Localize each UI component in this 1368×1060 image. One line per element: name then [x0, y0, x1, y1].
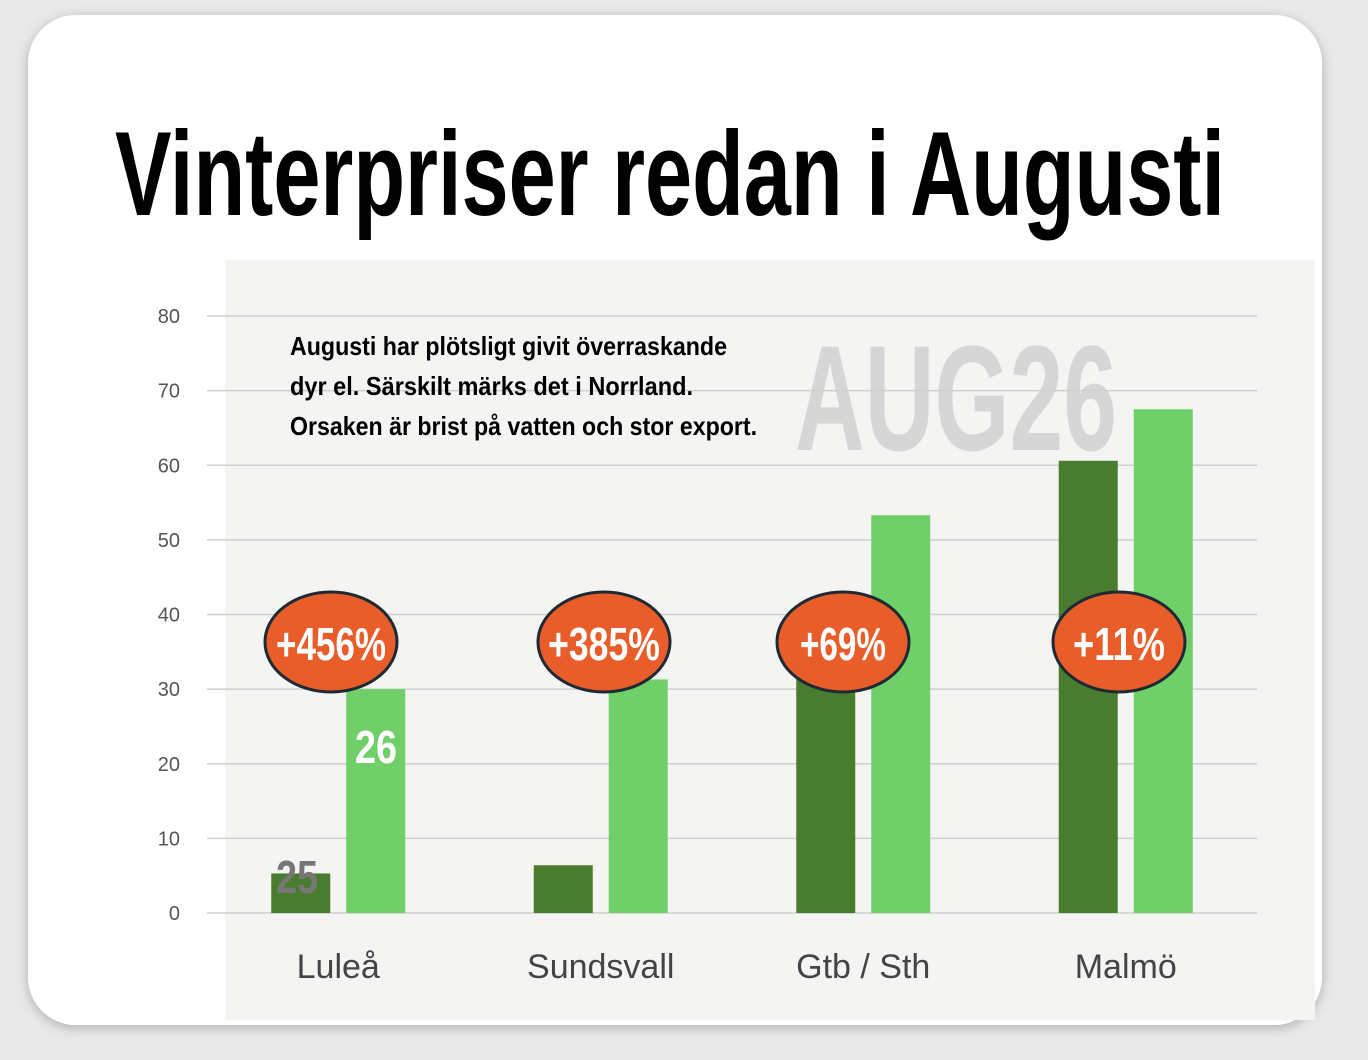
- badge: [263, 590, 399, 694]
- y-tick-label: 40: [158, 605, 180, 627]
- y-tick-label: 80: [158, 306, 180, 328]
- y-tick-label: 20: [158, 754, 180, 776]
- bar: [533, 865, 593, 913]
- badge: [775, 590, 911, 694]
- y-tick-label: 0: [169, 903, 180, 925]
- watermark: AUG26: [795, 314, 1117, 482]
- y-tick-label: 70: [158, 381, 180, 403]
- note: Augusti har plötsligt givit överraskande: [290, 331, 727, 361]
- badge: [1051, 590, 1187, 694]
- note: dyr el. Särskilt märks det i Norrland.: [290, 371, 693, 401]
- x-tick-label: Malmö: [1075, 948, 1177, 986]
- note: Orsaken är brist på vatten och stor expo…: [290, 411, 757, 441]
- bar: [346, 689, 406, 913]
- x-tick-label: Sundsvall: [527, 948, 674, 986]
- bar: [608, 679, 668, 913]
- badge-label: +11%: [1073, 618, 1165, 670]
- badge: [536, 590, 672, 694]
- chart-title: Vinterpriser redan i Augusti: [115, 107, 1225, 241]
- y-tick-label: 30: [158, 679, 180, 701]
- badge-label: +69%: [800, 618, 886, 670]
- badge-label: +385%: [548, 618, 660, 670]
- bar: [271, 873, 331, 913]
- y-tick-label: 50: [158, 530, 180, 552]
- badge-label: +456%: [276, 618, 386, 670]
- y-tick-label: 10: [158, 828, 180, 850]
- x-tick-label: Gtb / Sth: [796, 948, 930, 986]
- y-tick-label: 60: [158, 455, 180, 477]
- bar: [796, 677, 856, 913]
- bar-annotation: 25: [276, 851, 318, 903]
- x-tick-label: Luleå: [297, 948, 380, 986]
- bar-annotation: 26: [355, 721, 397, 773]
- bar: [871, 515, 931, 913]
